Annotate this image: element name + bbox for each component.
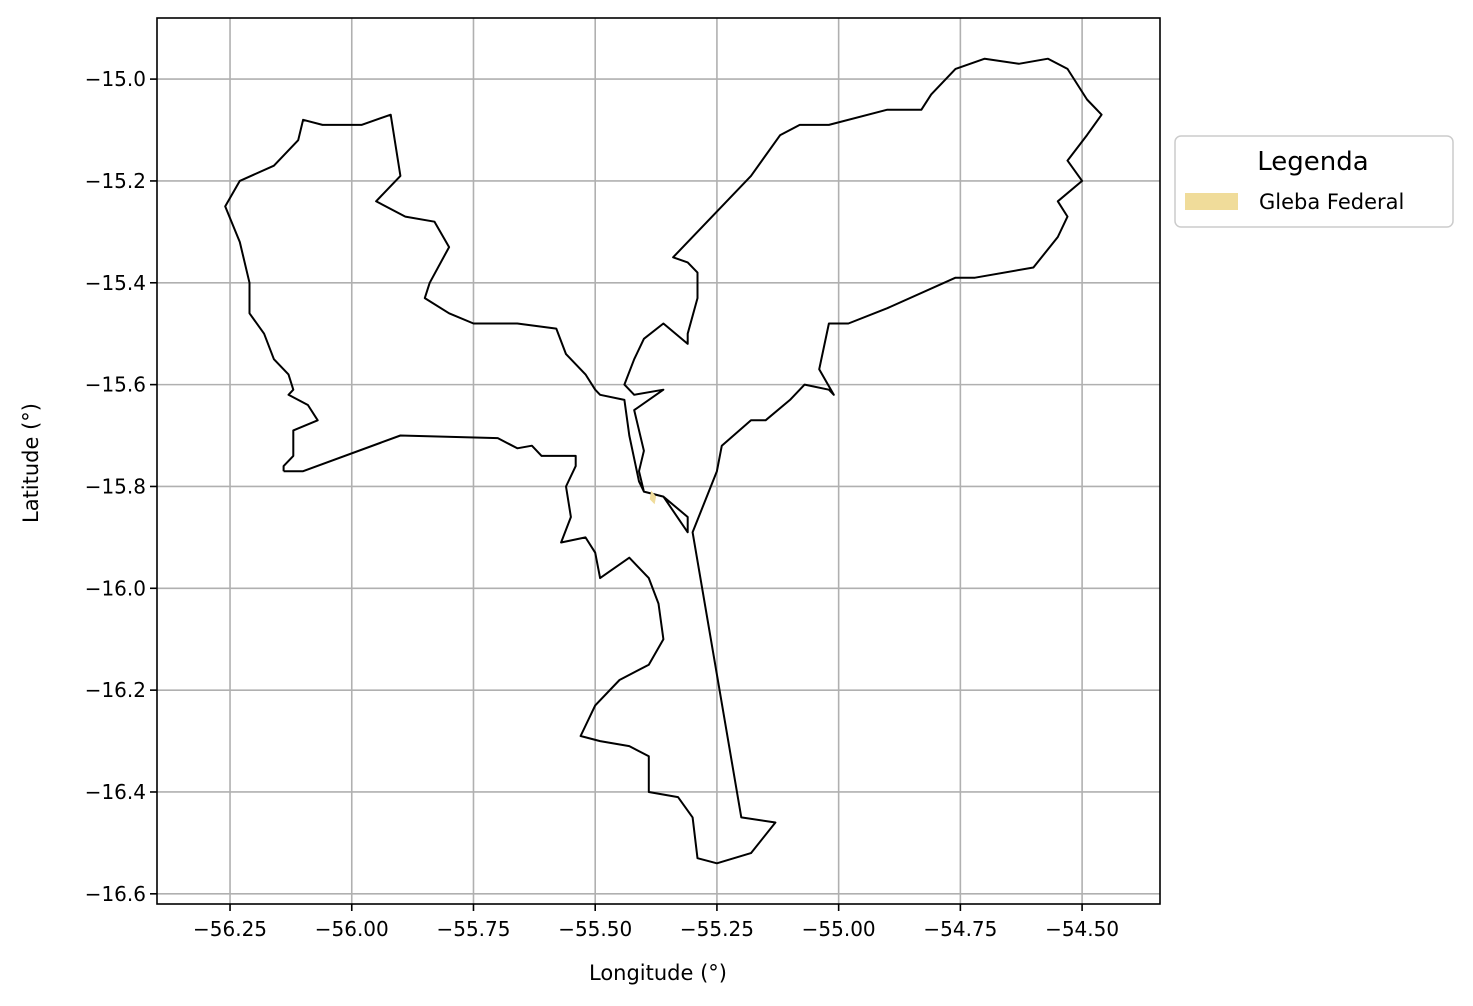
municipality-boundary-layer — [224, 57, 1103, 865]
y-tick-label: −16.2 — [85, 678, 146, 702]
x-tick-label: −55.75 — [436, 917, 510, 941]
y-tick-label: −15.0 — [85, 67, 146, 91]
y-tick-label: −15.4 — [85, 271, 146, 295]
y-tick-label: −16.0 — [85, 576, 146, 600]
x-tick-label: −55.50 — [558, 917, 632, 941]
x-axis-label: Longitude (°) — [589, 961, 727, 985]
y-tick-label: −15.8 — [85, 474, 146, 498]
legend: Legenda Gleba Federal — [1174, 135, 1454, 228]
x-ticks: −56.25 −56.00 −55.75 −55.50 −55.25 −55.00 −54.… — [193, 904, 1119, 941]
y-tick-label: −15.6 — [85, 373, 146, 397]
y-axis-label: Latitude (°) — [19, 403, 43, 523]
y-tick-label: −16.4 — [85, 780, 146, 804]
legend-swatch-gleba-federal — [1185, 193, 1238, 210]
axes-frame — [156, 17, 1161, 905]
gleba-federal-parcel — [649, 490, 657, 505]
legend-title: Legenda — [1257, 147, 1368, 177]
legend-label-gleba-federal: Gleba Federal — [1259, 190, 1404, 214]
y-ticks: −15.0 −15.2 −15.4 −15.6 −15.8 −16.0 −16.2 −16.4… — [85, 67, 157, 906]
x-tick-label: −54.50 — [1045, 917, 1119, 941]
legend-box — [1174, 135, 1454, 228]
y-tick-label: −15.2 — [85, 169, 146, 193]
y-tick-label: −16.6 — [85, 882, 146, 906]
x-tick-label: −56.25 — [193, 917, 267, 941]
x-tick-label: −55.00 — [802, 917, 876, 941]
x-tick-label: −54.75 — [923, 917, 997, 941]
x-tick-label: −56.00 — [315, 917, 389, 941]
x-tick-label: −55.25 — [680, 917, 754, 941]
municipality-boundary — [224, 57, 1103, 865]
grid-lines — [157, 18, 1160, 904]
gleba-federal-layer — [649, 490, 657, 505]
